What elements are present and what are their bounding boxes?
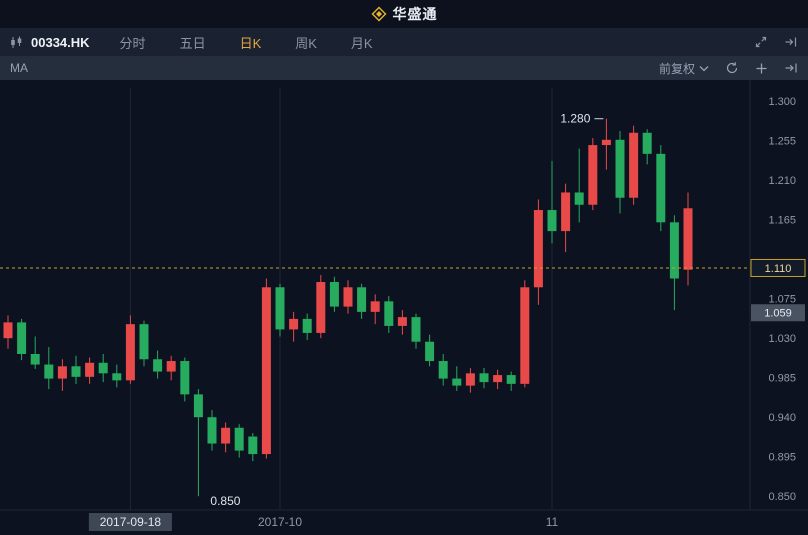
adjust-mode-dropdown[interactable]: 前复权 <box>659 60 709 77</box>
symbol-bar-actions <box>754 35 798 49</box>
current-price-label: 1.110 <box>750 258 806 277</box>
svg-text:1.280: 1.280 <box>560 112 590 126</box>
svg-text:0.850: 0.850 <box>768 491 796 503</box>
app-title: 华盛通 <box>392 6 438 22</box>
mini-candlestick-icon <box>10 36 23 49</box>
tab-minute[interactable]: 分时 <box>119 35 146 51</box>
period-tabs: 分时 五日 日K 周K 月K <box>120 33 373 52</box>
svg-text:1.210: 1.210 <box>768 175 796 187</box>
svg-text:2017-10: 2017-10 <box>258 515 302 529</box>
candles <box>3 118 693 497</box>
low-annotation: 0.850 <box>210 494 240 508</box>
ma-indicator-label[interactable]: MA <box>10 61 28 75</box>
svg-text:1.165: 1.165 <box>768 215 796 227</box>
y-axis-labels: 1.300 1.255 1.210 1.165 1.075 1.030 0.985 0.940… <box>768 96 796 503</box>
svg-text:0.895: 0.895 <box>768 452 796 464</box>
svg-text:1.059: 1.059 <box>764 308 792 320</box>
svg-text:0.985: 0.985 <box>768 373 796 385</box>
fullscreen-expand-icon[interactable] <box>754 35 768 49</box>
svg-text:1.110: 1.110 <box>765 263 792 275</box>
chevron-down-icon <box>699 65 709 72</box>
adjust-mode-label: 前复权 <box>658 61 695 76</box>
zoom-in-icon[interactable] <box>755 62 768 75</box>
secondary-price-label: 1.059 <box>751 304 805 322</box>
dock-right-icon[interactable] <box>784 35 798 49</box>
svg-text:11: 11 <box>546 515 559 529</box>
svg-text:0.940: 0.940 <box>768 412 796 424</box>
chart-area: 2017-09-18 2017-10 11 1.300 1.255 1.210 1.165 1… <box>0 80 808 535</box>
svg-text:1.255: 1.255 <box>768 136 796 148</box>
svg-text:1.030: 1.030 <box>768 333 796 345</box>
tab-five-day[interactable]: 五日 <box>179 35 206 51</box>
high-annotation: 1.280 <box>560 112 604 126</box>
toolbar-actions: 前复权 <box>659 60 798 77</box>
symbol-bar: 00334.HK 分时 五日 日K 周K 月K <box>0 28 808 56</box>
x-axis-labels: 2017-09-18 2017-10 11 <box>88 88 559 531</box>
app-logo-icon <box>371 6 387 22</box>
svg-text:0.850: 0.850 <box>210 494 240 508</box>
svg-text:1.075: 1.075 <box>768 294 796 306</box>
svg-text:2017-09-18: 2017-09-18 <box>100 515 162 529</box>
svg-text:1.300: 1.300 <box>768 96 796 108</box>
chart-frame <box>0 80 808 511</box>
stock-symbol: 00334.HK <box>31 34 90 50</box>
refresh-icon[interactable] <box>725 61 739 75</box>
chart-toolbar: MA 前复权 <box>0 56 808 80</box>
candlestick-chart[interactable]: 2017-09-18 2017-10 111.3001.2551.2101.1651… <box>0 80 808 535</box>
tab-weekly-k[interactable]: 周K <box>295 35 317 51</box>
jump-to-latest-icon[interactable] <box>784 61 798 75</box>
tab-monthly-k[interactable]: 月K <box>350 35 373 51</box>
tab-daily-k[interactable]: 日K <box>239 35 262 51</box>
top-bar: 华盛通 <box>0 0 808 28</box>
